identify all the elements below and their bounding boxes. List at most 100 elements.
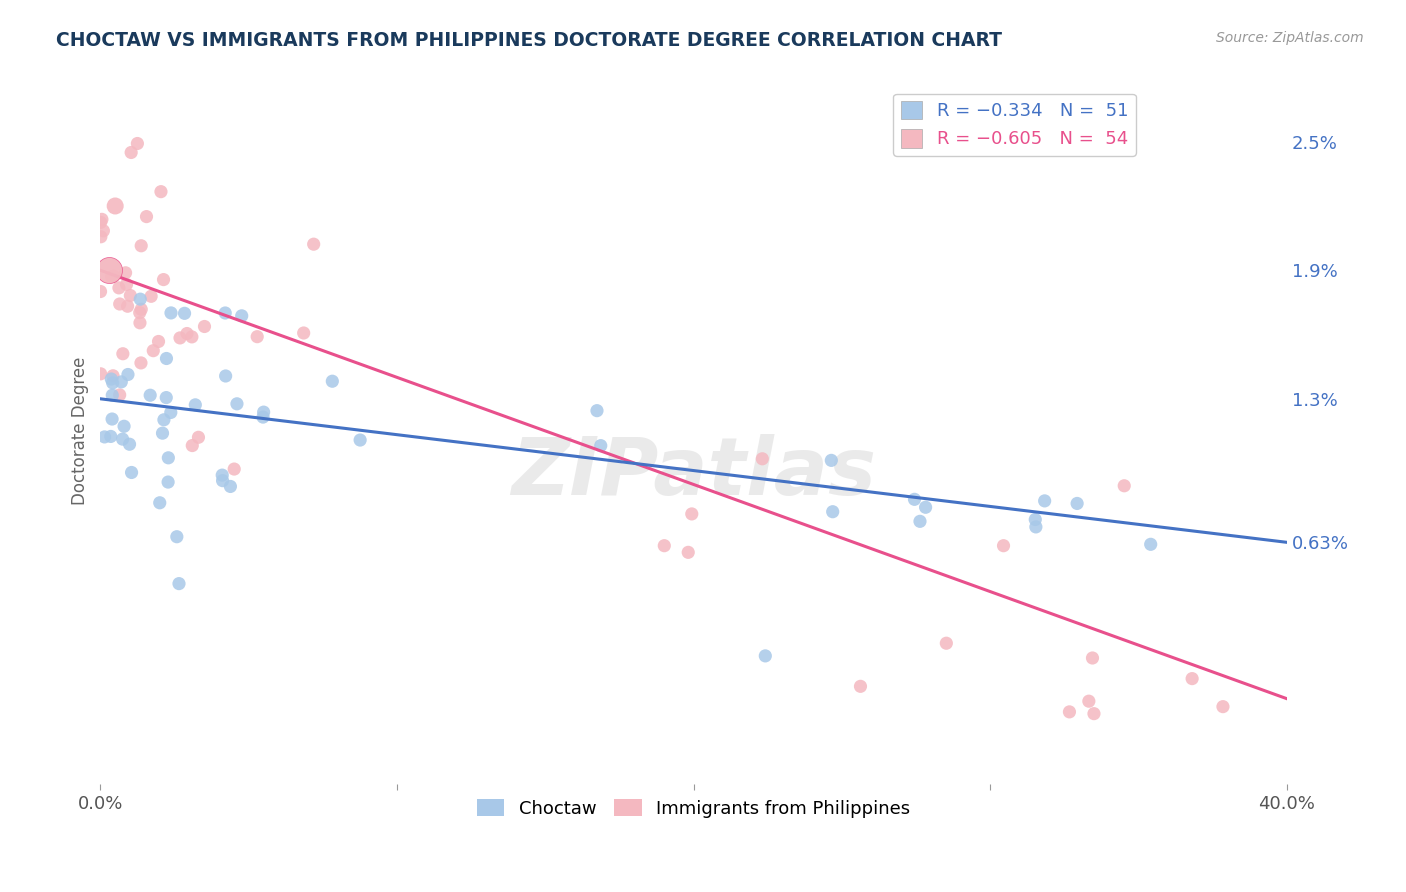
Text: ZIPatlas: ZIPatlas — [512, 434, 876, 512]
Point — [90, 212, 112, 227]
Point — [101, 412, 124, 426]
Point — [908, 514, 931, 528]
Point — [176, 326, 198, 341]
Point — [90, 229, 112, 244]
Point — [302, 237, 325, 252]
Point — [93, 430, 115, 444]
Point — [160, 306, 183, 320]
Point — [114, 266, 136, 280]
Point — [127, 136, 149, 151]
Point — [149, 185, 172, 199]
Point — [321, 374, 343, 388]
Point — [111, 347, 134, 361]
Point — [1083, 706, 1105, 721]
Point — [246, 329, 269, 343]
Point — [108, 281, 131, 295]
Point — [152, 272, 174, 286]
Point — [211, 468, 233, 483]
Point — [118, 437, 141, 451]
Point — [101, 376, 124, 390]
Point — [103, 269, 125, 284]
Point — [180, 330, 202, 344]
Point — [1077, 694, 1099, 708]
Point — [1066, 496, 1088, 510]
Point — [110, 375, 132, 389]
Point — [167, 576, 190, 591]
Text: Source: ZipAtlas.com: Source: ZipAtlas.com — [1216, 31, 1364, 45]
Point — [754, 648, 776, 663]
Point — [1081, 651, 1104, 665]
Point — [101, 388, 124, 402]
Point — [101, 368, 124, 383]
Point — [159, 405, 181, 419]
Point — [155, 391, 177, 405]
Point — [148, 334, 170, 349]
Point — [226, 397, 249, 411]
Point — [219, 479, 242, 493]
Point — [90, 215, 112, 229]
Point — [129, 292, 152, 306]
Point — [169, 331, 191, 345]
Point — [112, 419, 135, 434]
Point — [129, 356, 152, 370]
Point — [129, 239, 152, 253]
Point — [90, 285, 112, 299]
Point — [751, 451, 773, 466]
Point — [108, 297, 131, 311]
Point — [98, 263, 121, 277]
Point — [120, 145, 142, 160]
Point — [676, 545, 699, 559]
Point — [820, 453, 842, 467]
Point — [935, 636, 957, 650]
Point — [849, 679, 872, 693]
Point — [1139, 537, 1161, 551]
Point — [117, 299, 139, 313]
Point — [100, 429, 122, 443]
Point — [292, 326, 315, 340]
Point — [115, 277, 138, 292]
Point — [104, 199, 127, 213]
Point — [1059, 705, 1081, 719]
Point — [129, 316, 152, 330]
Point — [139, 388, 162, 402]
Point — [129, 302, 152, 317]
Point — [135, 210, 157, 224]
Point — [252, 410, 274, 425]
Point — [152, 426, 174, 441]
Point — [224, 462, 246, 476]
Point — [214, 369, 236, 384]
Point — [157, 450, 180, 465]
Point — [652, 539, 675, 553]
Point — [121, 466, 143, 480]
Point — [100, 269, 122, 284]
Point — [993, 539, 1015, 553]
Point — [128, 306, 150, 320]
Text: CHOCTAW VS IMMIGRANTS FROM PHILIPPINES DOCTORATE DEGREE CORRELATION CHART: CHOCTAW VS IMMIGRANTS FROM PHILIPPINES D… — [56, 31, 1002, 50]
Point — [1181, 672, 1204, 686]
Point — [184, 398, 207, 412]
Point — [111, 432, 134, 446]
Y-axis label: Doctorate Degree: Doctorate Degree — [72, 357, 89, 505]
Point — [120, 288, 142, 302]
Point — [139, 289, 162, 303]
Point — [253, 405, 276, 419]
Point — [214, 306, 236, 320]
Point — [681, 507, 703, 521]
Point — [155, 351, 177, 366]
Legend: Choctaw, Immigrants from Philippines: Choctaw, Immigrants from Philippines — [470, 792, 917, 825]
Point — [93, 224, 115, 238]
Point — [589, 439, 612, 453]
Point — [157, 475, 180, 489]
Point — [903, 492, 925, 507]
Point — [193, 319, 215, 334]
Point — [153, 413, 176, 427]
Point — [1114, 479, 1136, 493]
Point — [1024, 512, 1046, 526]
Point — [90, 367, 112, 381]
Point — [231, 309, 253, 323]
Point — [349, 433, 371, 447]
Point — [1025, 520, 1047, 534]
Point — [914, 500, 936, 515]
Point — [211, 474, 233, 488]
Point — [187, 430, 209, 444]
